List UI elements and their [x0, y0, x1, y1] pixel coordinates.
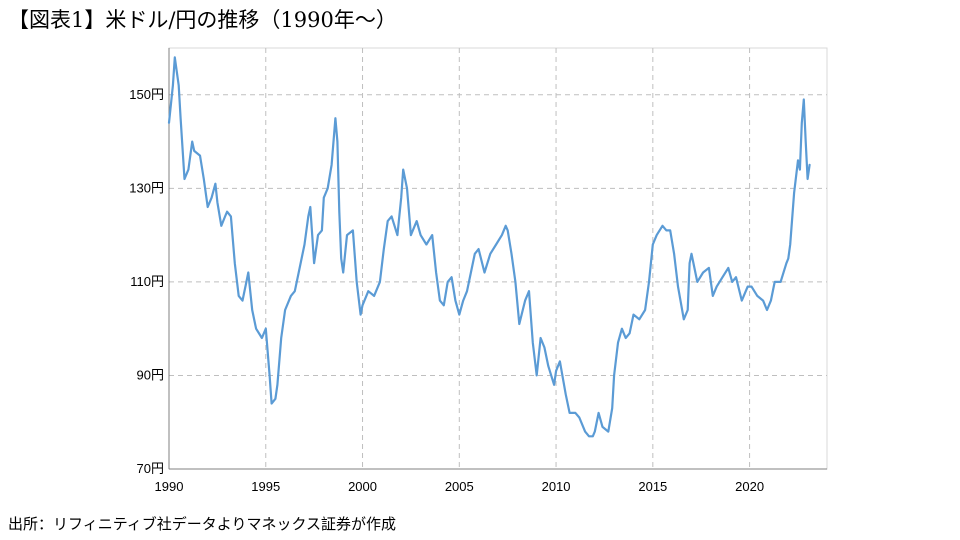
- x-tick-label: 1990: [155, 479, 184, 494]
- x-tick-label: 2015: [638, 479, 667, 494]
- plot-area: [168, 47, 828, 470]
- y-axis-ticks: 70円 90円 110円 130円 150円: [129, 87, 164, 476]
- x-tick-label: 2005: [445, 479, 474, 494]
- y-tick-label: 110円: [130, 274, 164, 289]
- y-tick-label: 90円: [137, 367, 164, 382]
- x-tick-label: 2010: [542, 479, 571, 494]
- source-note: 出所：リフィニティブ社データよりマネックス証券が作成: [8, 515, 397, 533]
- y-tick-label: 130円: [129, 180, 164, 195]
- series-line-usd-jpy: [167, 56, 811, 438]
- y-tick-label: 150円: [129, 87, 164, 102]
- y-tick-label: 70円: [137, 461, 164, 476]
- x-tick-label: 2000: [348, 479, 377, 494]
- x-tick-label: 1995: [251, 479, 280, 494]
- chart-title: 【図表1】米ドル/円の推移（1990年～）: [8, 8, 397, 32]
- x-gridlines: [265, 48, 751, 469]
- x-tick-label: 2020: [735, 479, 764, 494]
- x-axis-ticks: 1990 1995 2000 2005 2010 2015 2020: [155, 479, 765, 494]
